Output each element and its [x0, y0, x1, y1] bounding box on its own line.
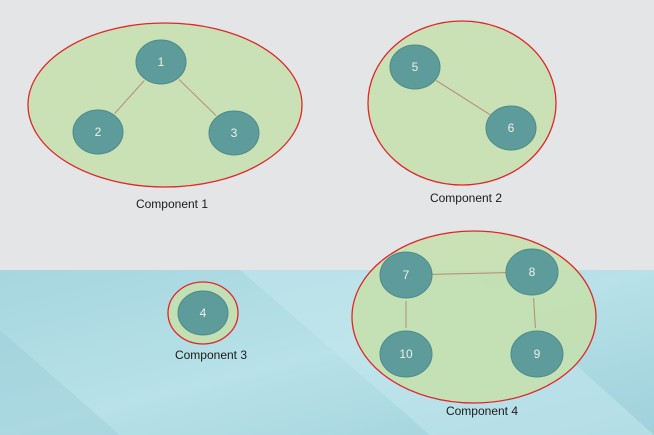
component-2-region — [367, 20, 557, 186]
node-3: 3 — [208, 110, 260, 156]
node-10: 10 — [379, 330, 433, 378]
edges-layer — [114, 79, 536, 329]
node-3-label: 3 — [231, 126, 238, 140]
edge-7-8 — [431, 272, 507, 275]
node-5-circle — [389, 44, 441, 90]
edge-1-3 — [178, 79, 217, 116]
node-5: 5 — [389, 44, 441, 90]
edge-8-9 — [533, 297, 536, 329]
component-4-region — [351, 230, 597, 404]
node-1-circle — [135, 39, 187, 85]
node-2-circle — [72, 109, 124, 155]
node-1-label: 1 — [158, 55, 165, 69]
node-10-label: 10 — [399, 347, 413, 361]
node-9-label: 9 — [534, 347, 541, 361]
edge-5-6 — [435, 79, 491, 116]
node-8: 8 — [505, 248, 559, 296]
node-10-circle — [379, 330, 433, 378]
node-8-circle — [505, 248, 559, 296]
node-1: 1 — [135, 39, 187, 85]
node-9-circle — [510, 330, 564, 378]
node-9: 9 — [510, 330, 564, 378]
captions-layer: Component 1 Component 2 Component 3 Comp… — [136, 191, 518, 418]
node-6-label: 6 — [508, 121, 515, 135]
nodes-layer: 1 2 3 5 6 4 7 8 — [72, 39, 564, 378]
node-7: 7 — [379, 251, 433, 299]
node-4-circle — [177, 290, 229, 336]
background-shadow — [0, 330, 120, 435]
node-6: 6 — [485, 105, 537, 151]
node-2-label: 2 — [95, 125, 102, 139]
node-2: 2 — [72, 109, 124, 155]
component-3-label: Component 3 — [175, 348, 247, 362]
component-4-label: Component 4 — [446, 404, 518, 418]
node-4: 4 — [177, 290, 229, 336]
node-3-circle — [208, 110, 260, 156]
node-7-circle — [379, 251, 433, 299]
node-4-label: 4 — [200, 306, 207, 320]
node-7-label: 7 — [403, 268, 410, 282]
node-6-circle — [485, 105, 537, 151]
component-2-label: Component 2 — [430, 191, 502, 205]
node-5-label: 5 — [412, 60, 419, 74]
node-8-label: 8 — [529, 265, 536, 279]
edge-1-2 — [114, 80, 145, 114]
component-1-label: Component 1 — [136, 197, 208, 211]
